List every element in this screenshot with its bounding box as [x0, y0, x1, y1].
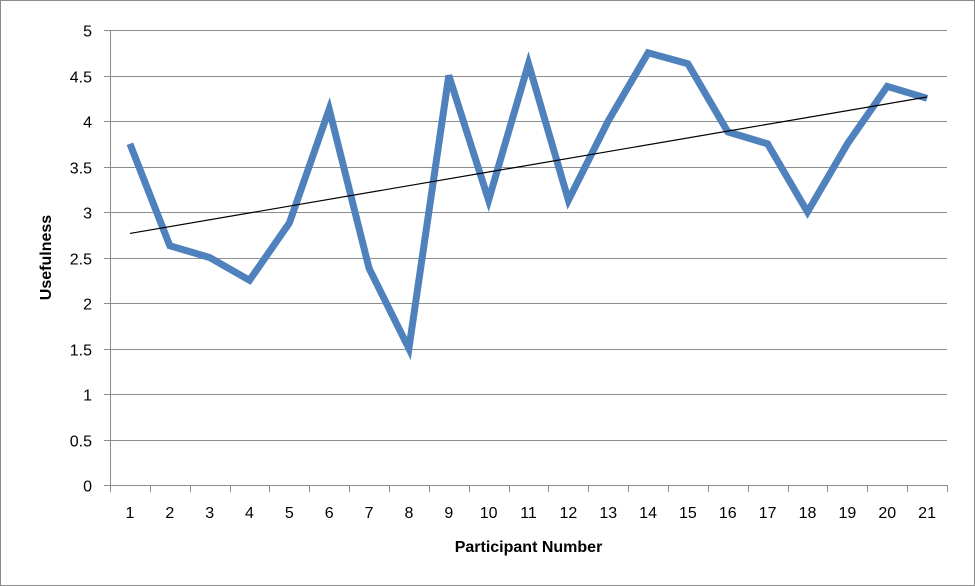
x-tick-label: 2	[165, 505, 174, 522]
y-tick-label: 5	[83, 24, 92, 41]
x-tick-label: 12	[559, 505, 577, 522]
x-tick-label: 1	[125, 505, 134, 522]
x-tick-label: 18	[799, 505, 817, 522]
y-tick-labels: 0 0.5 1 1.5 2 2.5 3 3.5 4 4.5 5	[70, 24, 92, 496]
x-tick-label: 17	[759, 505, 777, 522]
x-tick-label: 4	[245, 505, 254, 522]
axes	[104, 30, 948, 492]
x-tick-label: 6	[325, 505, 334, 522]
series-line	[126, 48, 929, 361]
y-tick-label: 4	[83, 115, 92, 132]
x-axis-title: Participant Number	[455, 539, 603, 556]
y-tick-label: 1	[83, 388, 92, 405]
x-tick-label: 11	[520, 505, 537, 522]
x-tick-label: 13	[599, 505, 617, 522]
x-tick-label: 5	[285, 505, 294, 522]
y-tick-label: 2	[83, 297, 92, 314]
x-tick-label: 20	[878, 505, 896, 522]
y-axis-title: Usefulness	[38, 215, 55, 300]
y-tick-label: 0	[83, 479, 92, 496]
x-tick-label: 9	[444, 505, 453, 522]
x-tick-labels: 1 2 3 4 5 6 7 8 9 10 11 12 13 14 15 16 17 18 19 20 21	[125, 505, 936, 522]
y-tick-label: 3.5	[70, 161, 92, 178]
x-tick-label: 21	[918, 505, 936, 522]
x-tick-label: 7	[365, 505, 374, 522]
trendline	[129, 96, 928, 235]
x-tick-label: 3	[205, 505, 214, 522]
y-tick-label: 1.5	[70, 343, 92, 360]
x-tick-label: 15	[679, 505, 697, 522]
x-tick-label: 8	[404, 505, 413, 522]
y-tick-label: 4.5	[70, 70, 92, 87]
y-tick-label: 0.5	[70, 434, 92, 451]
x-tick-label: 14	[639, 505, 657, 522]
gridlines	[110, 30, 947, 441]
x-tick-label: 10	[480, 505, 498, 522]
x-tick-label: 19	[838, 505, 856, 522]
series-layer	[126, 48, 929, 361]
y-tick-label: 3	[83, 206, 92, 223]
trendline-layer	[129, 96, 928, 235]
y-tick-label: 2.5	[70, 252, 92, 269]
x-tick-label: 16	[719, 505, 737, 522]
